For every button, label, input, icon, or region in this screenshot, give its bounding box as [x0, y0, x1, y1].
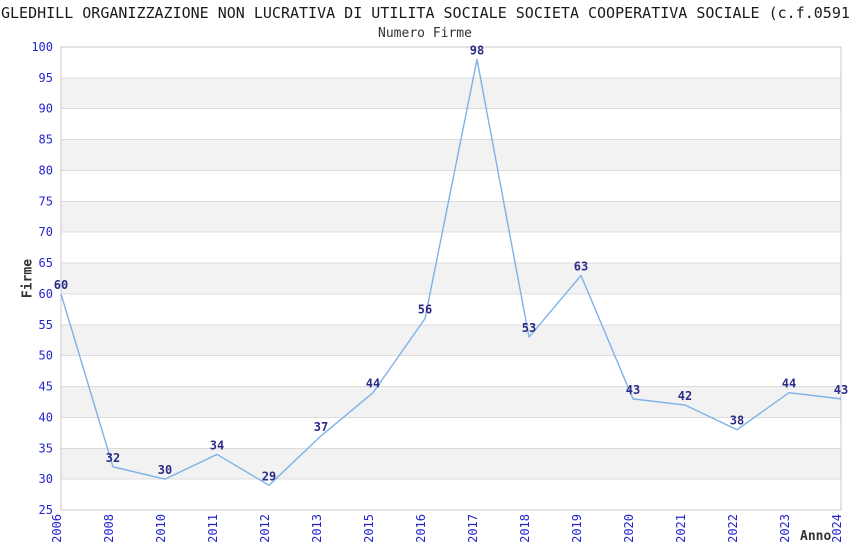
x-tick-label: 2008	[102, 514, 116, 543]
data-label: 43	[834, 383, 848, 397]
y-tick-label: 30	[39, 472, 53, 486]
x-tick-label: 2015	[362, 514, 376, 543]
y-tick-label: 80	[39, 163, 53, 177]
data-label: 29	[262, 469, 276, 483]
x-tick-label: 2020	[622, 514, 636, 543]
data-label: 42	[678, 389, 692, 403]
x-tick-label: 2006	[50, 514, 64, 543]
y-tick-label: 35	[39, 441, 53, 455]
x-tick-label: 2016	[414, 514, 428, 543]
plot-border	[60, 46, 842, 511]
chart-title: GLEDHILL ORGANIZZAZIONE NON LUCRATIVA DI…	[1, 4, 850, 22]
x-tick-label: 2024	[830, 514, 844, 543]
data-label: 98	[470, 43, 484, 57]
grid-band	[61, 77, 841, 109]
x-tick-label: 2022	[726, 514, 740, 543]
data-label: 60	[54, 278, 68, 292]
y-tick-label: 25	[39, 503, 53, 517]
x-tick-label: 2019	[570, 514, 584, 543]
y-tick-label: 90	[39, 102, 53, 116]
x-tick-label: 2010	[154, 514, 168, 543]
data-label: 56	[418, 303, 432, 317]
x-tick-label: 2018	[518, 514, 532, 543]
y-tick-label: 95	[39, 71, 53, 85]
y-tick-label: 70	[39, 225, 53, 239]
y-tick-label: 65	[39, 256, 53, 270]
y-tick-label: 55	[39, 318, 53, 332]
data-label: 30	[158, 463, 172, 477]
grid-band	[61, 263, 841, 294]
data-label: 43	[626, 383, 640, 397]
data-label: 63	[574, 259, 588, 273]
y-tick-label: 60	[39, 287, 53, 301]
y-tick-label: 100	[31, 40, 53, 54]
grid-band	[61, 324, 841, 356]
x-tick-label: 2017	[466, 514, 480, 543]
y-tick-label: 50	[39, 349, 53, 363]
y-tick-label: 75	[39, 194, 53, 208]
grid-band	[61, 201, 841, 233]
grid-band	[61, 386, 841, 418]
data-label: 53	[522, 321, 536, 335]
y-tick-label: 85	[39, 133, 53, 147]
series-line	[60, 58, 842, 487]
grid-band	[61, 448, 841, 480]
data-label: 32	[106, 451, 120, 465]
x-tick-label: 2013	[310, 514, 324, 543]
y-tick-label: 40	[39, 410, 53, 424]
x-tick-label: 2021	[674, 514, 688, 543]
x-tick-label: 2023	[778, 514, 792, 543]
x-tick-label: 2011	[206, 514, 220, 543]
y-tick-label: 45	[39, 380, 53, 394]
grid-band	[61, 139, 841, 171]
data-label: 37	[314, 420, 328, 434]
data-label: 44	[782, 377, 796, 391]
chart-subtitle: Numero Firme	[378, 26, 472, 41]
data-label: 38	[730, 414, 744, 428]
data-label: 34	[210, 438, 224, 452]
x-tick-label: 2012	[258, 514, 272, 543]
data-label: 44	[366, 377, 380, 391]
x-axis-title: Anno	[800, 529, 832, 544]
